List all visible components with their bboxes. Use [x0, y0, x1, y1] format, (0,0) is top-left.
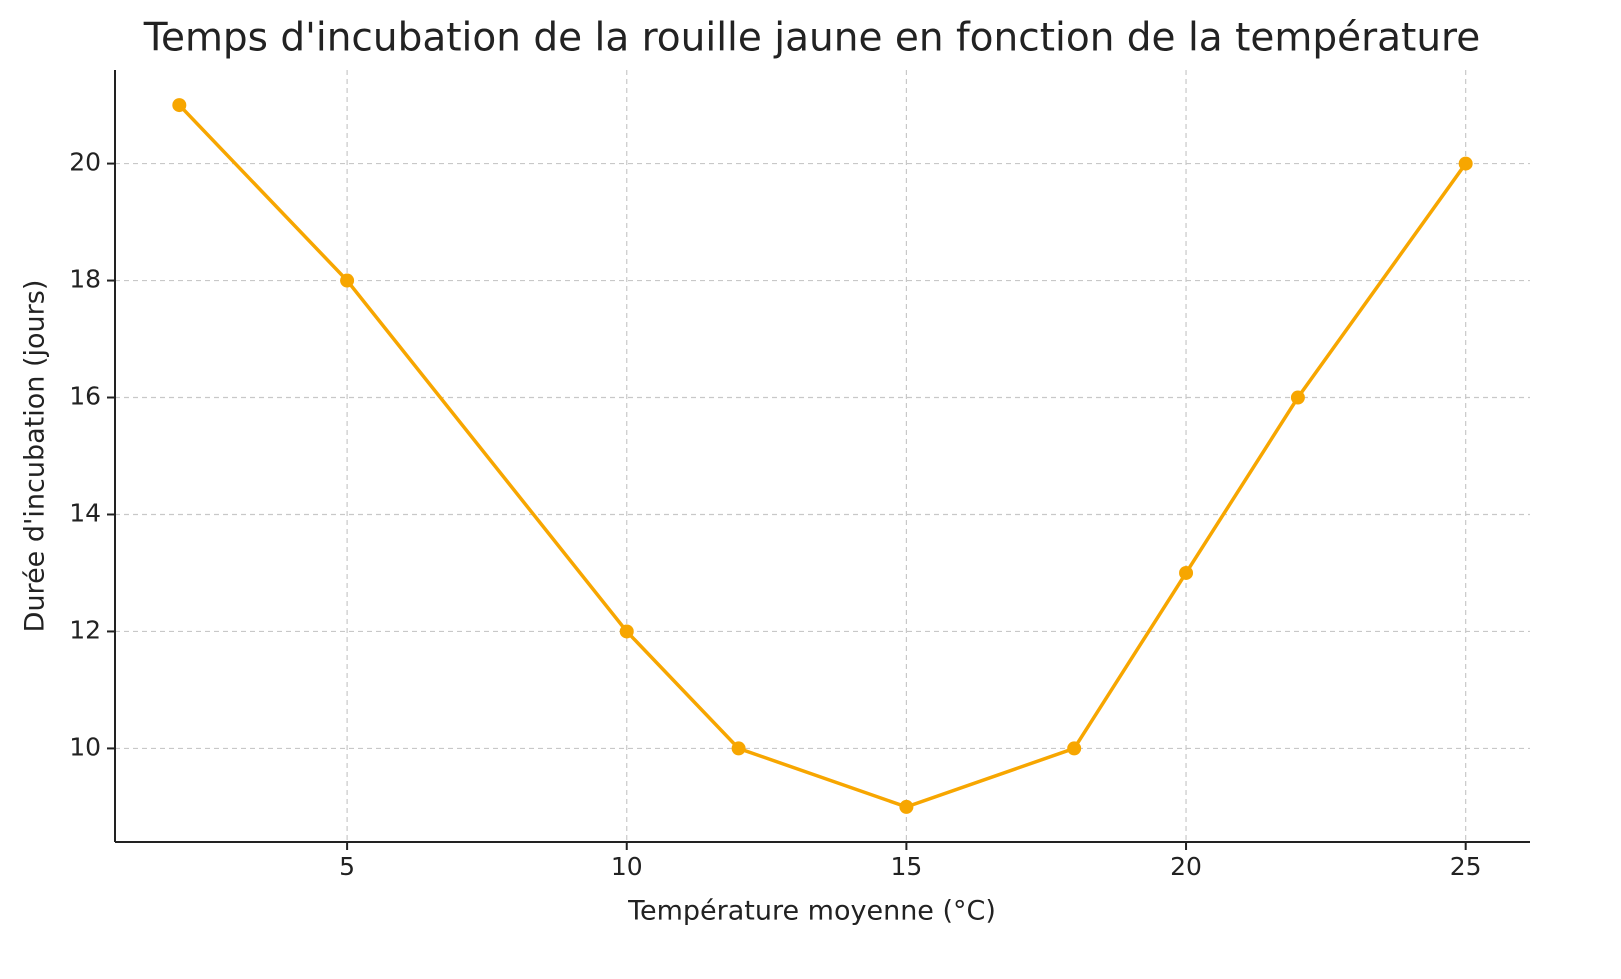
data-point	[1458, 156, 1473, 171]
x-tick-label: 20	[1170, 852, 1202, 881]
y-tick-label: 20	[69, 148, 101, 177]
y-axis-label: Durée d'incubation (jours)	[20, 280, 51, 633]
data-point	[619, 624, 634, 639]
data-point	[1179, 565, 1194, 580]
y-tick-label: 14	[69, 498, 101, 527]
data-point	[1067, 741, 1082, 756]
data-point	[731, 741, 746, 756]
x-tick-label: 25	[1450, 852, 1482, 881]
data-point	[172, 98, 187, 113]
chart-title: Temps d'incubation de la rouille jaune e…	[143, 16, 1480, 61]
y-tick-label: 12	[69, 615, 101, 644]
x-tick-label: 5	[339, 852, 355, 881]
data-point	[899, 799, 914, 814]
data-point	[340, 273, 355, 288]
x-axis-label: Température moyenne (°C)	[627, 896, 996, 927]
y-tick-label: 18	[69, 265, 101, 294]
data-line	[178, 103, 1468, 809]
x-tick-label: 10	[611, 852, 643, 881]
y-tick-label: 16	[69, 382, 101, 411]
y-tick-label: 10	[69, 732, 101, 761]
x-tick-label: 15	[890, 852, 922, 881]
data-point	[1290, 390, 1305, 405]
